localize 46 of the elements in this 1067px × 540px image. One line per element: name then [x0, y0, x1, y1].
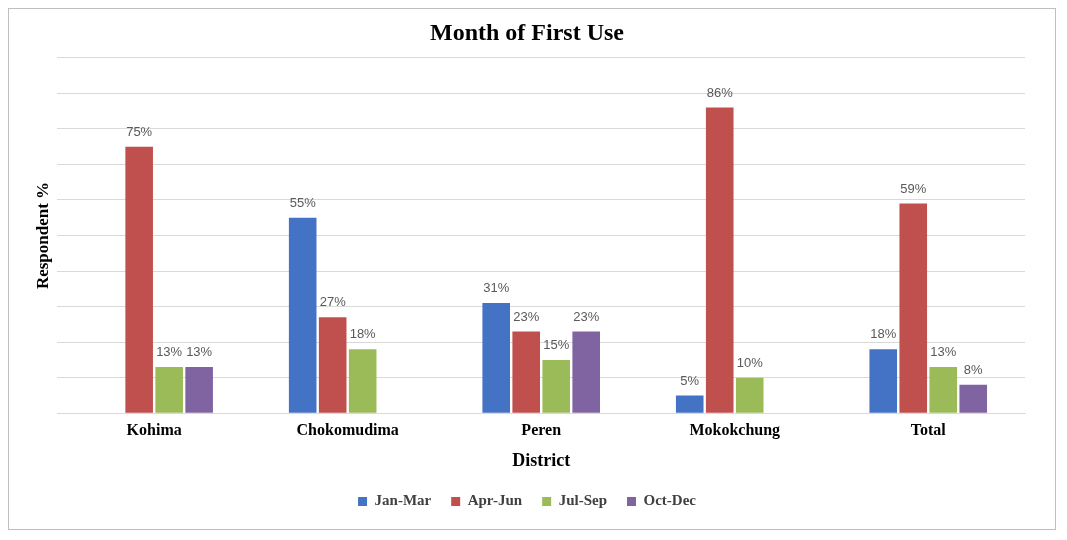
bar — [675, 395, 704, 413]
data-label: 13% — [156, 344, 183, 360]
bar — [155, 367, 183, 413]
data-label: 18% — [870, 326, 897, 342]
y-axis-title: Respondent % — [32, 181, 52, 290]
data-label: 10% — [736, 354, 764, 370]
x-tick-label: Kohima — [126, 420, 182, 438]
data-label: 8% — [963, 361, 984, 377]
data-label: 59% — [900, 180, 927, 196]
bar — [288, 217, 317, 413]
bar — [572, 331, 600, 413]
x-axis-title: District — [512, 449, 571, 470]
data-label: 23% — [513, 308, 540, 324]
bar — [348, 349, 377, 413]
x-tick-label: Chokomudima — [296, 420, 399, 438]
data-label: 5% — [680, 372, 700, 388]
data-label: 55% — [289, 194, 317, 210]
bar — [735, 377, 764, 413]
bar — [512, 331, 540, 413]
bar — [705, 107, 734, 413]
bar — [869, 349, 898, 413]
data-label: 13% — [930, 344, 957, 360]
legend-label: Oct-Dec — [643, 492, 697, 509]
bar — [929, 367, 958, 413]
data-label: 15% — [543, 336, 570, 352]
data-label: 75% — [126, 123, 153, 139]
data-label: 18% — [349, 326, 377, 342]
bar — [959, 384, 988, 413]
bar — [125, 146, 153, 413]
bar — [185, 367, 213, 413]
data-label: 86% — [706, 84, 734, 100]
bar — [482, 303, 511, 413]
data-label: 13% — [186, 344, 213, 360]
bar — [542, 359, 570, 413]
bar — [899, 203, 928, 413]
x-tick-label: Mokokchung — [689, 420, 781, 439]
legend-label: Apr-Jun — [467, 492, 523, 509]
data-label: 31% — [483, 280, 510, 296]
data-label: 27% — [319, 294, 347, 310]
legend-label: Jul-Sep — [558, 492, 608, 509]
x-tick-label: Total — [910, 420, 947, 438]
data-label: 23% — [573, 308, 600, 324]
legend-label: Jan-Mar — [374, 492, 432, 509]
x-tick-label: Peren — [521, 420, 562, 438]
bar — [318, 317, 347, 413]
chart-title: Month of First Use — [430, 18, 625, 45]
